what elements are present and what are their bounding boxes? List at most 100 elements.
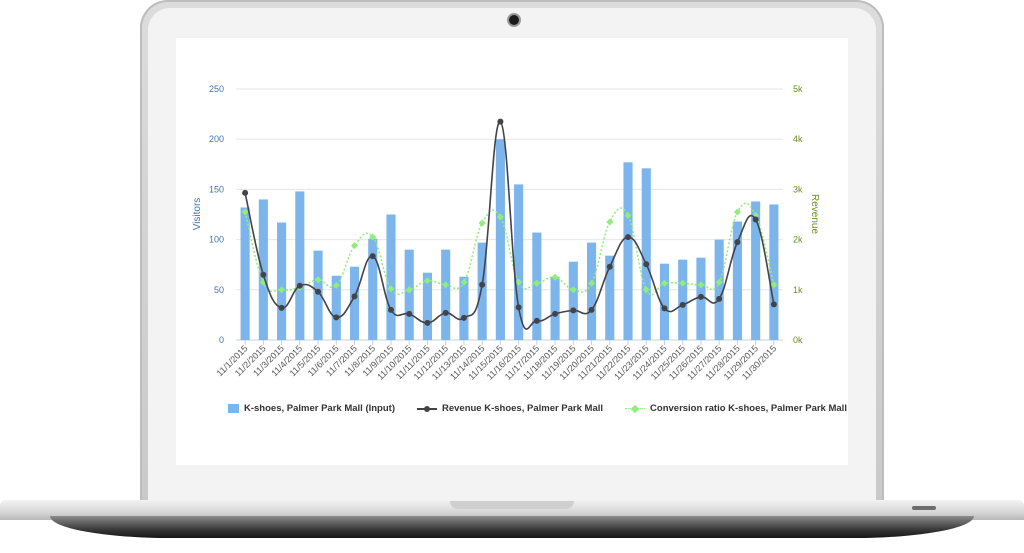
bar[interactable] [386,214,396,341]
conversion-point[interactable] [314,276,322,284]
left-tick-label: 100 [209,235,224,245]
legend-item-revenue[interactable]: Revenue K-shoes, Palmer Park Mall [416,403,603,414]
revenue-point[interactable] [460,314,467,321]
conversion-point[interactable] [533,279,541,287]
bar[interactable] [678,259,688,340]
conversion-point[interactable] [770,281,778,289]
bar[interactable] [404,249,414,340]
conversion-point[interactable] [496,213,504,221]
revenue-point[interactable] [716,295,723,302]
right-axis-ticks: 0k 1k 2k 3k 4k 5k [793,84,803,345]
revenue-point[interactable] [315,288,322,295]
conversion-point[interactable] [679,279,687,287]
bar[interactable] [459,276,469,340]
bar[interactable] [441,249,451,340]
conversion-point[interactable] [624,211,632,220]
conversion-point[interactable] [606,218,614,226]
revenue-point[interactable] [442,309,449,316]
conversion-point[interactable] [405,286,413,294]
bar[interactable] [586,242,597,340]
revenue-point[interactable] [643,261,650,268]
revenue-point[interactable] [351,293,358,300]
legend-label: Conversion ratio K-shoes, Palmer Park Ma… [650,403,847,414]
legend-item-conversion[interactable]: Conversion ratio K-shoes, Palmer Park Ma… [625,403,847,414]
revenue-point[interactable] [424,319,431,326]
conversion-point[interactable] [387,285,395,293]
revenue-point[interactable] [661,305,668,312]
conversion-point[interactable] [460,278,468,286]
bar[interactable] [769,204,779,340]
legend-line-swatch [416,404,437,413]
conversion-point[interactable] [350,242,359,250]
bar[interactable] [714,239,724,340]
conversion-point[interactable] [697,281,705,289]
revenue-point[interactable] [606,263,613,270]
conversion-point[interactable] [588,279,596,287]
conversion-point[interactable] [278,286,286,294]
revenue-point[interactable] [497,118,504,125]
revenue-point[interactable] [697,293,704,300]
revenue-point[interactable] [552,310,559,317]
revenue-point[interactable] [369,253,376,260]
right-tick-label: 3k [793,184,803,194]
bar[interactable] [295,191,305,340]
bar[interactable] [751,201,761,340]
legend-dotted-swatch [625,404,646,413]
revenue-point[interactable] [406,310,413,317]
revenue-point[interactable] [242,189,249,196]
bar[interactable] [240,207,250,340]
bar[interactable] [349,266,360,340]
revenue-point[interactable] [533,317,540,324]
left-tick-label: 150 [209,184,224,194]
revenue-point[interactable] [278,304,285,311]
bar[interactable] [331,275,341,340]
legend-item-visitors[interactable]: K-shoes, Palmer Park Mall (Input) [228,403,395,414]
bar[interactable] [495,139,505,340]
revenue-point[interactable] [387,306,394,313]
bar[interactable] [277,222,287,340]
conversion-point[interactable] [478,219,486,227]
conversion-point[interactable] [660,279,669,287]
conversion-point[interactable] [515,278,523,286]
conversion-point[interactable] [642,286,650,294]
bar[interactable] [477,242,487,340]
right-tick-label: 1k [793,285,803,295]
bar[interactable] [568,261,578,340]
bar[interactable] [368,238,378,340]
revenue-point[interactable] [770,301,777,308]
revenue-point[interactable] [333,314,340,321]
revenue-point[interactable] [296,282,303,289]
revenue-line [244,120,775,330]
bar[interactable] [623,162,633,340]
right-axis-label: Revenue [809,194,820,234]
left-tick-label: 0 [219,335,224,345]
revenue-point[interactable] [625,234,632,241]
conversion-point[interactable] [733,208,741,216]
bar[interactable] [550,276,560,340]
revenue-point[interactable] [752,216,759,223]
bar[interactable] [313,250,323,340]
revenue-point[interactable] [734,239,741,246]
bar[interactable] [258,199,268,340]
conversion-point[interactable] [715,278,723,286]
conversion-point[interactable] [332,281,340,289]
conversion-point[interactable] [569,286,577,294]
bar[interactable] [732,221,742,340]
revenue-point[interactable] [570,307,577,314]
bar[interactable] [659,263,670,340]
conversion-point[interactable] [442,281,450,289]
bar[interactable] [605,255,615,340]
conversion-point[interactable] [369,233,377,241]
bar[interactable] [514,184,524,340]
bar[interactable] [422,272,433,340]
conversion-point[interactable] [551,273,559,281]
bar[interactable] [641,168,651,340]
revenue-point[interactable] [479,281,486,288]
conversion-point[interactable] [241,208,249,216]
revenue-point[interactable] [515,304,522,311]
conversion-point[interactable] [423,277,431,285]
revenue-point[interactable] [588,306,595,313]
revenue-point[interactable] [679,301,686,308]
revenue-point[interactable] [260,271,267,278]
